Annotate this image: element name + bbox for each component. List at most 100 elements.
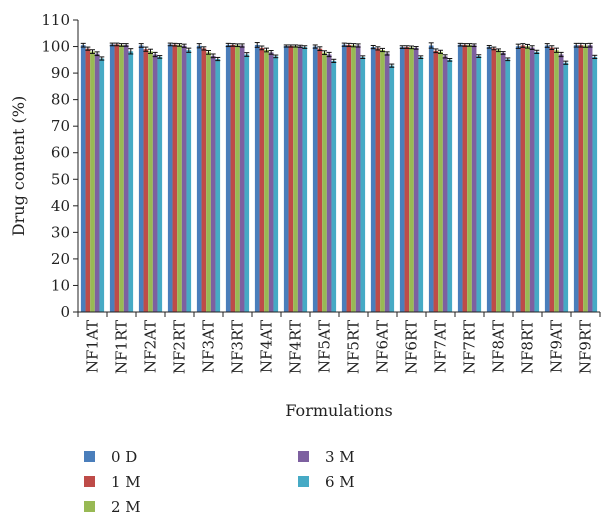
error-bar-nf7at-2m <box>438 49 443 54</box>
bar-nf4at-6m <box>273 56 279 313</box>
bar-nf9at-0d <box>544 45 550 312</box>
bar-nf9rt-0d <box>573 45 579 312</box>
error-bar-nf7at-1m <box>433 48 439 54</box>
bar-nf6rt-0d <box>399 47 405 312</box>
error-bar-nf1at-2m <box>90 49 95 54</box>
error-bar-nf2rt-2m <box>177 43 182 47</box>
legend-swatch <box>298 476 309 487</box>
bar-nf2rt-1m <box>172 44 178 312</box>
error-bar-nf7rt-0d <box>457 42 463 47</box>
error-bar-nf7at-6m <box>447 57 453 62</box>
error-bar-nf9rt-6m <box>592 54 598 59</box>
error-bar-nf6rt-6m <box>418 55 424 59</box>
error-bar-nf7rt-3m <box>471 43 477 48</box>
legend-label: 0 D <box>111 448 137 466</box>
y-tick-label-100: 100 <box>41 38 70 56</box>
error-bar-nf9rt-1m <box>578 42 584 48</box>
legend-swatch <box>84 451 95 462</box>
bar-nf3rt-2m <box>235 45 240 312</box>
bar-nf6at-0d <box>370 47 376 312</box>
x-tick-labels: NF1AT NF1RT NF2AT NF2RT NF3AT NF3RT NF4AT NF4RT… <box>84 320 595 374</box>
bar-nf2at-2m <box>148 51 153 312</box>
bar-nf4at-1m <box>259 47 265 313</box>
error-bar-nf4rt-2m <box>293 44 298 48</box>
legend-item-0d: 0 D <box>84 448 137 466</box>
bar-nf5at-2m <box>322 52 327 313</box>
x-tick-label-nf3at: NF3AT <box>200 320 218 373</box>
error-bar-nf1at-0d <box>80 42 86 48</box>
error-bar-nf7rt-6m <box>476 54 482 58</box>
error-bar-nf6rt-1m <box>404 45 410 49</box>
legend-label: 6 M <box>325 473 355 491</box>
error-bar-nf2at-3m <box>152 51 158 58</box>
error-bar-nf8at-6m <box>505 57 511 62</box>
error-bar-nf4rt-0d <box>283 44 289 48</box>
bar-nf5rt-2m <box>351 45 356 312</box>
bar-nf6at-2m <box>380 50 385 312</box>
bar-nf5rt-0d <box>341 44 347 312</box>
error-bar-nf4at-0d <box>254 42 260 48</box>
error-bar-nf9rt-2m <box>583 43 588 48</box>
error-bar-nf6rt-0d <box>399 45 405 49</box>
bar-nf7rt-3m <box>471 45 477 312</box>
error-bar-nf7rt-1m <box>462 43 468 47</box>
bar-nf5at-1m <box>317 48 323 313</box>
bar-nf4at-2m <box>264 50 269 312</box>
bar-nf2rt-0d <box>167 44 173 313</box>
x-tick-label-nf4rt: NF4RT <box>287 320 305 374</box>
error-bar-nf6at-1m <box>375 46 381 51</box>
bar-nf8at-6m <box>505 59 511 312</box>
bar-nf5at-6m <box>331 60 337 312</box>
bar-nf4rt-0d <box>283 46 289 312</box>
bar-nf9rt-6m <box>592 56 598 313</box>
error-bar-nf2at-1m <box>143 46 149 52</box>
error-bar-nf8at-3m <box>500 51 506 55</box>
error-bar-nf9at-1m <box>549 45 555 50</box>
error-bar-nf9rt-3m <box>587 42 593 48</box>
error-bar-nf1rt-3m <box>123 43 129 47</box>
error-bar-nf9at-0d <box>544 43 550 48</box>
x-tick-label-nf1at: NF1AT <box>84 320 102 373</box>
bar-nf7rt-6m <box>476 56 482 312</box>
y-tick-label-50: 50 <box>51 170 70 188</box>
y-tick-label-0: 0 <box>60 303 70 321</box>
x-tick-label-nf5at: NF5AT <box>316 320 334 373</box>
error-bar-nf3at-1m <box>201 46 207 51</box>
error-bar-nf2rt-0d <box>167 42 173 47</box>
bar-nf6rt-6m <box>418 57 424 312</box>
bar-nf4rt-1m <box>288 46 294 312</box>
legend-item-6m: 6 M <box>298 473 355 491</box>
legend-label: 2 M <box>111 498 141 516</box>
bar-nf5at-3m <box>326 54 332 312</box>
bar-nf3at-1m <box>201 48 207 313</box>
error-bar-nf1at-6m <box>99 56 105 61</box>
x-tick-label-nf3rt: NF3RT <box>229 320 247 374</box>
bar-nf7rt-1m <box>462 44 468 312</box>
bar-nf8rt-0d <box>515 46 521 312</box>
bar-nf3rt-1m <box>230 44 236 312</box>
x-tick-label-nf8at: NF8AT <box>490 320 508 373</box>
bar-nf9at-2m <box>554 50 559 312</box>
error-bar-nf8rt-1m <box>520 43 526 48</box>
error-bar-nf5at-3m <box>326 51 332 58</box>
error-bar-nf3rt-6m <box>244 52 250 57</box>
x-tick-label-nf4at: NF4AT <box>258 320 276 373</box>
bar-nf1rt-3m <box>123 44 129 312</box>
error-bar-nf7at-0d <box>428 42 434 49</box>
bar-nf1at-0d <box>80 45 86 312</box>
error-bars-layer <box>80 42 598 68</box>
bar-nf4rt-3m <box>297 46 303 312</box>
bar-nf6rt-3m <box>413 47 419 313</box>
y-tick-label-20: 20 <box>51 250 70 268</box>
error-bar-nf8rt-3m <box>529 45 535 50</box>
bar-nf7at-0d <box>428 45 434 312</box>
error-bar-nf6at-2m <box>380 47 385 53</box>
x-tick-label-nf9at: NF9AT <box>548 320 566 373</box>
y-tick-label-90: 90 <box>51 64 70 82</box>
error-bar-nf3at-0d <box>196 43 202 49</box>
bar-nf3at-0d <box>196 45 202 312</box>
legend-item-2m: 2 M <box>84 498 141 516</box>
error-bar-nf4at-6m <box>273 54 279 59</box>
bar-nf1rt-2m <box>119 44 124 312</box>
error-bar-nf6at-3m <box>384 51 390 56</box>
